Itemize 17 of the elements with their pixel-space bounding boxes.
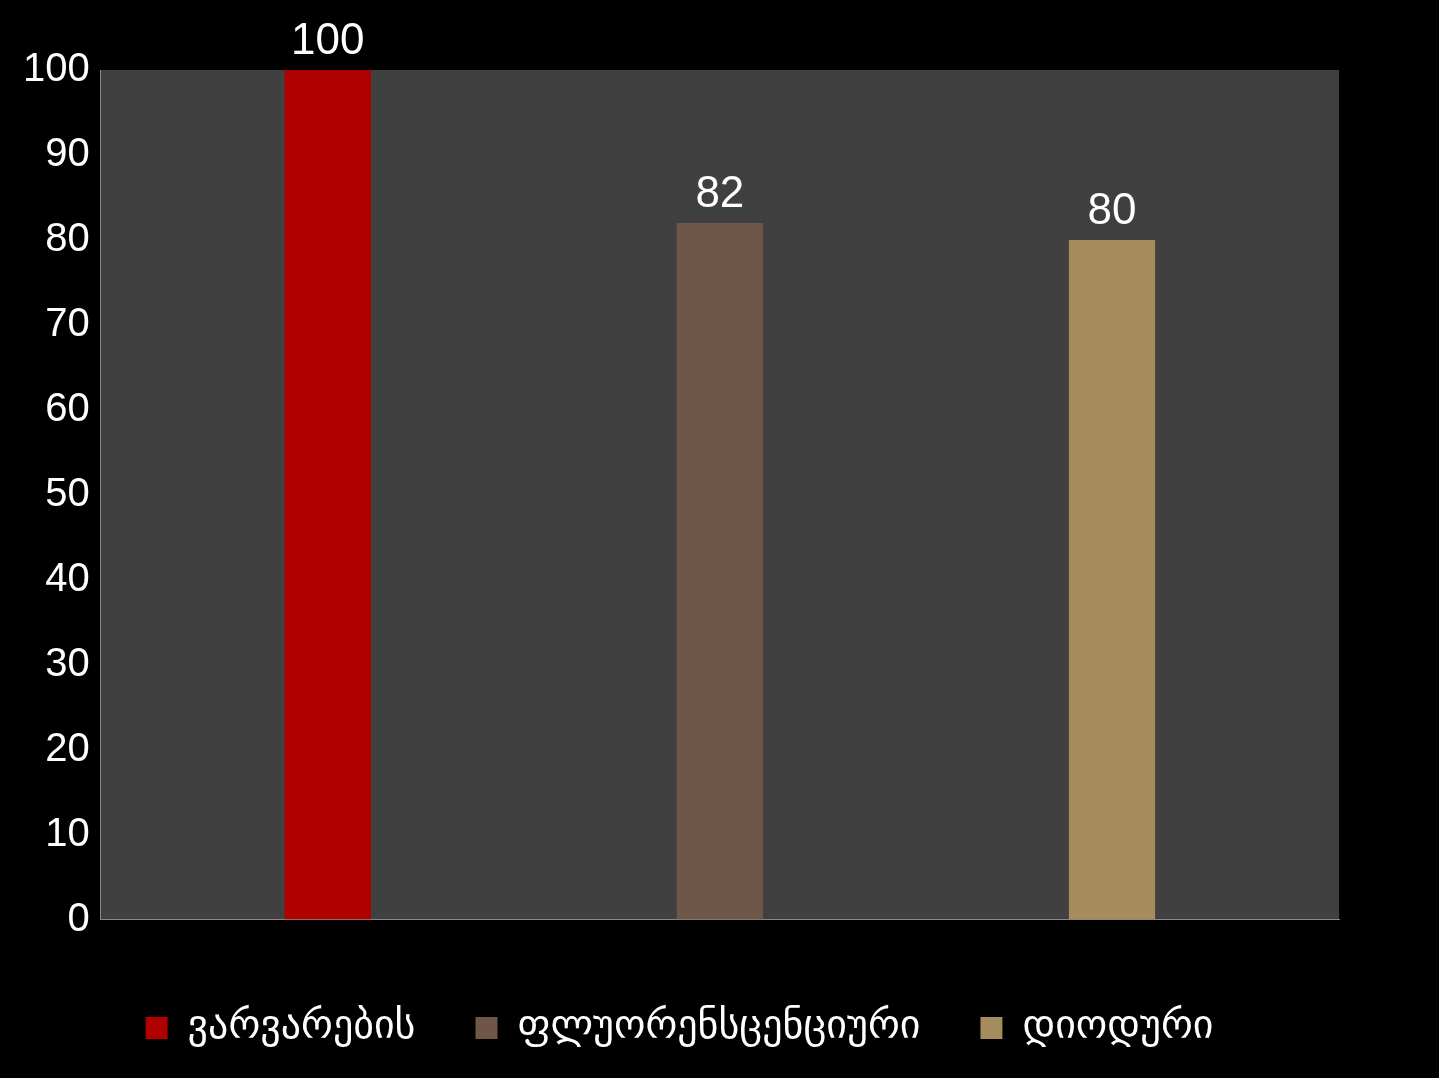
y-tick-label: 70 bbox=[45, 299, 90, 344]
y-tick-label: 10 bbox=[45, 809, 90, 854]
y-tick-label: 90 bbox=[45, 129, 90, 174]
y-tick-label: 30 bbox=[45, 639, 90, 684]
legend-label: ფლუორენსცენციური bbox=[517, 1001, 921, 1048]
y-tick-label: 0 bbox=[67, 894, 90, 939]
y-tick-label: 40 bbox=[45, 554, 90, 599]
data-label: 100 bbox=[291, 14, 365, 64]
legend-label: დიოდური bbox=[1022, 1001, 1214, 1048]
y-tick-label: 50 bbox=[45, 469, 90, 514]
y-tick-label: 80 bbox=[45, 214, 90, 259]
data-label: 80 bbox=[1087, 184, 1137, 234]
y-tick-label: 20 bbox=[45, 724, 90, 769]
legend-label: ვარვარების bbox=[187, 1001, 416, 1048]
y-tick-label: 60 bbox=[45, 384, 90, 429]
data-label: 82 bbox=[695, 167, 745, 217]
y-tick-label: 100 bbox=[22, 45, 90, 90]
